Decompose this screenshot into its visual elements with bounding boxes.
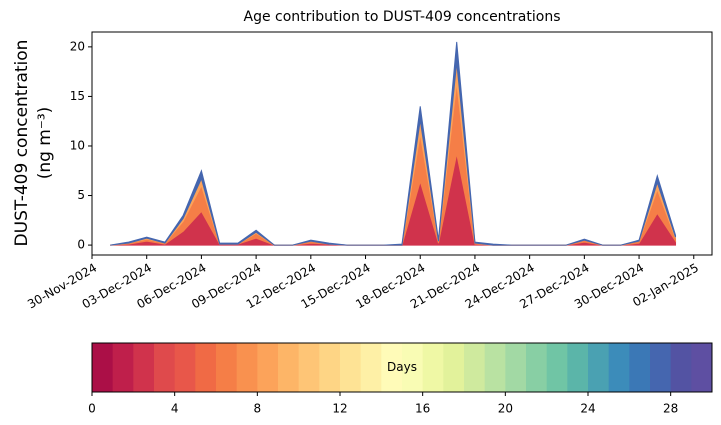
colorbar-swatch bbox=[154, 343, 176, 392]
y-tick-label: 0 bbox=[77, 238, 85, 252]
colorbar-swatch bbox=[319, 343, 341, 392]
colorbar-tick-label: 4 bbox=[171, 402, 179, 416]
plot-frame bbox=[91, 31, 713, 256]
colorbar-swatch bbox=[195, 343, 217, 392]
colorbar-tick-label: 0 bbox=[88, 402, 96, 416]
colorbar-swatch bbox=[608, 343, 630, 392]
colorbar-swatch bbox=[505, 343, 527, 392]
colorbar-swatch bbox=[546, 343, 568, 392]
y-axis-label: DUST-409 concentration bbox=[12, 40, 32, 247]
colorbar-swatch bbox=[257, 343, 279, 392]
colorbar-swatch bbox=[133, 343, 155, 392]
colorbar-swatch bbox=[381, 343, 403, 392]
colorbar-swatch bbox=[443, 343, 465, 392]
y-tick-label: 5 bbox=[77, 188, 85, 202]
colorbar-tick-label: 28 bbox=[663, 402, 678, 416]
colorbar-swatch bbox=[402, 343, 424, 392]
colorbar-label: Days bbox=[387, 360, 417, 374]
colorbar-swatch bbox=[567, 343, 589, 392]
colorbar-swatch bbox=[360, 343, 382, 392]
colorbar-swatch bbox=[112, 343, 134, 392]
colorbar-tick-label: 12 bbox=[332, 402, 347, 416]
colorbar-tick-label: 20 bbox=[498, 402, 513, 416]
colorbar-tick-label: 24 bbox=[580, 402, 595, 416]
y-tick-label: 15 bbox=[70, 89, 85, 103]
colorbar-swatch bbox=[278, 343, 300, 392]
colorbar-swatch bbox=[464, 343, 486, 392]
colorbar-swatch bbox=[484, 343, 506, 392]
colorbar-swatch bbox=[650, 343, 672, 392]
colorbar-swatch bbox=[691, 343, 713, 392]
colorbar-swatch bbox=[588, 343, 610, 392]
colorbar-swatch bbox=[629, 343, 651, 392]
colorbar-swatch bbox=[670, 343, 692, 392]
colorbar-swatch bbox=[340, 343, 362, 392]
colorbar-tick-label: 16 bbox=[415, 402, 430, 416]
y-tick-label: 20 bbox=[70, 39, 85, 53]
colorbar-swatch bbox=[298, 343, 320, 392]
colorbar-tick-label: 8 bbox=[254, 402, 262, 416]
colorbar-swatch bbox=[526, 343, 548, 392]
colorbar-swatch bbox=[92, 343, 114, 392]
colorbar-swatch bbox=[216, 343, 238, 392]
colorbar-frame bbox=[91, 342, 713, 393]
chart-title: Age contribution to DUST-409 concentrati… bbox=[244, 9, 561, 25]
y-tick-label: 10 bbox=[70, 138, 85, 152]
colorbar-swatch bbox=[422, 343, 444, 392]
area bbox=[110, 41, 677, 246]
colorbar-swatch bbox=[174, 343, 196, 392]
y-axis-label: (ng m⁻³) bbox=[35, 107, 55, 180]
colorbar-swatch bbox=[236, 343, 258, 392]
